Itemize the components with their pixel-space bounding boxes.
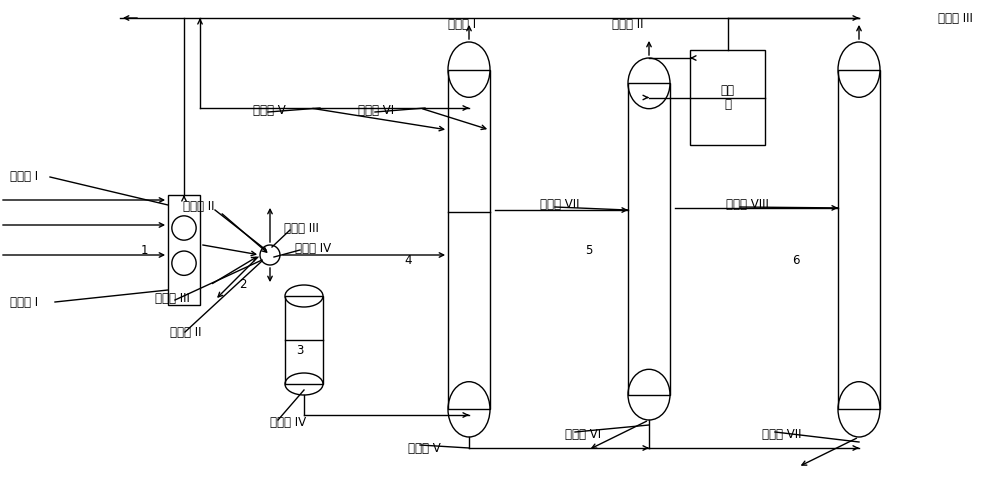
Text: 进料口 IV: 进料口 IV <box>295 241 331 254</box>
Text: 出料口 II: 出料口 II <box>170 325 202 338</box>
Text: 排气口 III: 排气口 III <box>938 12 973 25</box>
Text: 进料口 V: 进料口 V <box>253 104 286 117</box>
Text: 4: 4 <box>404 254 412 267</box>
Text: 1: 1 <box>140 243 148 256</box>
Text: 出料口 V: 出料口 V <box>408 442 441 455</box>
Text: 出料口 VI: 出料口 VI <box>565 428 601 442</box>
Bar <box>838 70 880 409</box>
Text: 6: 6 <box>792 254 800 267</box>
Text: 进料口 II: 进料口 II <box>183 201 214 214</box>
Text: 回流
口: 回流 口 <box>720 83 734 111</box>
Bar <box>690 50 765 145</box>
Circle shape <box>260 245 280 265</box>
Text: 出料口 VII: 出料口 VII <box>762 428 802 442</box>
Bar <box>285 296 323 384</box>
Text: 5: 5 <box>585 243 592 256</box>
Text: 进料口 VII: 进料口 VII <box>540 199 580 212</box>
Text: 出料口 IV: 出料口 IV <box>270 415 306 428</box>
Bar <box>448 70 490 409</box>
Text: 出料口 I: 出料口 I <box>10 295 38 308</box>
Text: 出料口 III: 出料口 III <box>284 222 319 235</box>
Text: 3: 3 <box>296 344 304 357</box>
Text: 进料口 VIII: 进料口 VIII <box>726 199 769 212</box>
Text: 排气口 I: 排气口 I <box>448 18 476 31</box>
Bar <box>628 83 670 395</box>
Text: 进料口 III: 进料口 III <box>155 292 190 305</box>
Bar <box>168 195 200 305</box>
Text: 进料口 I: 进料口 I <box>10 171 38 184</box>
Text: 2: 2 <box>240 279 247 292</box>
Text: 进料口 VI: 进料口 VI <box>358 104 394 117</box>
Text: 排气口 II: 排气口 II <box>612 18 644 31</box>
